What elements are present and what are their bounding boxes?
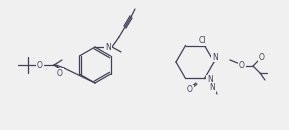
Text: N: N [212,53,218,61]
Text: O: O [37,60,43,70]
Text: O: O [239,61,245,70]
Text: Cl: Cl [199,36,206,45]
Text: N: N [207,76,213,85]
Text: O: O [259,53,265,61]
Text: O: O [57,69,63,77]
Text: N: N [105,43,111,51]
Text: O: O [187,86,193,95]
Text: N: N [209,83,215,93]
